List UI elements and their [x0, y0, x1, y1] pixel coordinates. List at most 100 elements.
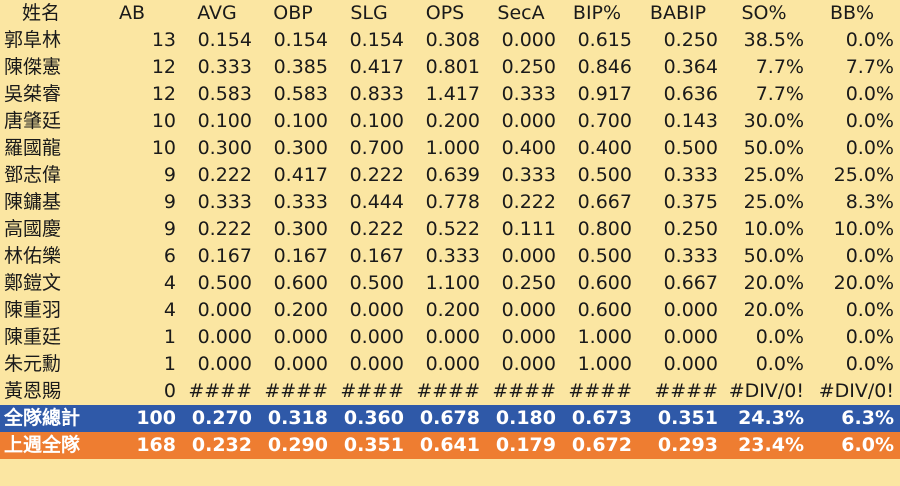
- stat-cell-slg[interactable]: 0.351: [334, 432, 410, 459]
- stat-cell-avg[interactable]: 0.100: [182, 108, 258, 135]
- stat-cell-avg[interactable]: ####: [182, 378, 258, 405]
- column-header-bip-pct[interactable]: BIP%: [562, 0, 638, 27]
- player-name-cell[interactable]: 上週全隊: [0, 432, 88, 459]
- stat-cell-avg[interactable]: 0.583: [182, 81, 258, 108]
- stat-cell-babip[interactable]: 0.250: [638, 216, 724, 243]
- stat-cell-ops[interactable]: 0.678: [410, 405, 486, 432]
- stat-cell-babip[interactable]: 0.000: [638, 351, 724, 378]
- stat-cell-ops[interactable]: 0.000: [410, 324, 486, 351]
- stat-cell-bb-pct[interactable]: 0.0%: [810, 324, 900, 351]
- stat-cell-bb-pct[interactable]: 6.3%: [810, 405, 900, 432]
- stat-cell-slg[interactable]: ####: [334, 378, 410, 405]
- stat-cell-obp[interactable]: 0.100: [258, 108, 334, 135]
- stat-cell-so-pct[interactable]: 50.0%: [724, 135, 810, 162]
- stat-cell-bb-pct[interactable]: 10.0%: [810, 216, 900, 243]
- stat-cell-ab[interactable]: 9: [88, 189, 182, 216]
- stat-cell-so-pct[interactable]: 20.0%: [724, 270, 810, 297]
- stat-cell-bip-pct[interactable]: 0.846: [562, 54, 638, 81]
- stat-cell-so-pct[interactable]: 24.3%: [724, 405, 810, 432]
- stat-cell-slg[interactable]: 0.000: [334, 324, 410, 351]
- stat-cell-avg[interactable]: 0.000: [182, 351, 258, 378]
- stat-cell-avg[interactable]: 0.154: [182, 27, 258, 54]
- stat-cell-avg[interactable]: 0.333: [182, 189, 258, 216]
- player-name-cell[interactable]: 羅國龍: [0, 135, 88, 162]
- stat-cell-bb-pct[interactable]: 7.7%: [810, 54, 900, 81]
- stat-cell-avg[interactable]: 0.222: [182, 216, 258, 243]
- stat-cell-ab[interactable]: 6: [88, 243, 182, 270]
- player-name-cell[interactable]: 黃恩賜: [0, 378, 88, 405]
- stat-cell-ops[interactable]: 0.200: [410, 297, 486, 324]
- stat-cell-avg[interactable]: 0.333: [182, 54, 258, 81]
- stat-cell-slg[interactable]: 0.360: [334, 405, 410, 432]
- stat-cell-seca[interactable]: 0.000: [486, 108, 562, 135]
- stat-cell-ops[interactable]: 0.522: [410, 216, 486, 243]
- stat-cell-avg[interactable]: 0.000: [182, 297, 258, 324]
- player-name-cell[interactable]: 陳重廷: [0, 324, 88, 351]
- player-name-cell[interactable]: 吳桀睿: [0, 81, 88, 108]
- stat-cell-seca[interactable]: 0.000: [486, 324, 562, 351]
- player-name-cell[interactable]: 朱元勳: [0, 351, 88, 378]
- stat-cell-obp[interactable]: 0.583: [258, 81, 334, 108]
- stat-cell-obp[interactable]: 0.154: [258, 27, 334, 54]
- stat-cell-bip-pct[interactable]: 0.673: [562, 405, 638, 432]
- stat-cell-avg[interactable]: 0.000: [182, 324, 258, 351]
- stat-cell-seca[interactable]: ####: [486, 378, 562, 405]
- stat-cell-bip-pct[interactable]: 0.917: [562, 81, 638, 108]
- stat-cell-obp[interactable]: 0.318: [258, 405, 334, 432]
- stat-cell-babip[interactable]: 0.364: [638, 54, 724, 81]
- stat-cell-avg[interactable]: 0.270: [182, 405, 258, 432]
- stat-cell-seca[interactable]: 0.250: [486, 54, 562, 81]
- stat-cell-so-pct[interactable]: 0.0%: [724, 324, 810, 351]
- player-name-cell[interactable]: 鄭鎧文: [0, 270, 88, 297]
- stat-cell-slg[interactable]: 0.833: [334, 81, 410, 108]
- player-name-cell[interactable]: 郭阜林: [0, 27, 88, 54]
- stat-cell-avg[interactable]: 0.222: [182, 162, 258, 189]
- player-name-cell[interactable]: 陳重羽: [0, 297, 88, 324]
- stat-cell-slg[interactable]: 0.167: [334, 243, 410, 270]
- stat-cell-so-pct[interactable]: 30.0%: [724, 108, 810, 135]
- stat-cell-bb-pct[interactable]: 0.0%: [810, 27, 900, 54]
- stat-cell-bb-pct[interactable]: 0.0%: [810, 81, 900, 108]
- stat-cell-babip[interactable]: 0.667: [638, 270, 724, 297]
- stat-cell-ab[interactable]: 4: [88, 270, 182, 297]
- stat-cell-babip[interactable]: 0.375: [638, 189, 724, 216]
- stat-cell-avg[interactable]: 0.500: [182, 270, 258, 297]
- stat-cell-seca[interactable]: 0.000: [486, 27, 562, 54]
- stat-cell-ops[interactable]: 0.778: [410, 189, 486, 216]
- stat-cell-obp[interactable]: ####: [258, 378, 334, 405]
- stat-cell-seca[interactable]: 0.000: [486, 351, 562, 378]
- stat-cell-obp[interactable]: 0.417: [258, 162, 334, 189]
- stat-cell-obp[interactable]: 0.000: [258, 351, 334, 378]
- stat-cell-ab[interactable]: 1: [88, 351, 182, 378]
- column-header-bb-pct[interactable]: BB%: [810, 0, 900, 27]
- stat-cell-ops[interactable]: 0.801: [410, 54, 486, 81]
- stat-cell-ab[interactable]: 100: [88, 405, 182, 432]
- stat-cell-so-pct[interactable]: 25.0%: [724, 189, 810, 216]
- stat-cell-ab[interactable]: 10: [88, 108, 182, 135]
- stat-cell-bip-pct[interactable]: ####: [562, 378, 638, 405]
- column-header-avg[interactable]: AVG: [182, 0, 258, 27]
- stat-cell-babip[interactable]: 0.333: [638, 243, 724, 270]
- stat-cell-seca[interactable]: 0.222: [486, 189, 562, 216]
- player-name-cell[interactable]: 鄧志偉: [0, 162, 88, 189]
- stat-cell-bip-pct[interactable]: 0.400: [562, 135, 638, 162]
- stat-cell-obp[interactable]: 0.300: [258, 135, 334, 162]
- stat-cell-bb-pct[interactable]: 0.0%: [810, 135, 900, 162]
- stat-cell-seca[interactable]: 0.333: [486, 162, 562, 189]
- stat-cell-bip-pct[interactable]: 0.600: [562, 270, 638, 297]
- stat-cell-obp[interactable]: 0.300: [258, 216, 334, 243]
- stat-cell-ab[interactable]: 10: [88, 135, 182, 162]
- stat-cell-babip[interactable]: 0.293: [638, 432, 724, 459]
- stat-cell-bip-pct[interactable]: 0.672: [562, 432, 638, 459]
- stat-cell-bb-pct[interactable]: #DIV/0!: [810, 378, 900, 405]
- stat-cell-babip[interactable]: 0.333: [638, 162, 724, 189]
- stat-cell-ops[interactable]: 1.000: [410, 135, 486, 162]
- stat-cell-ab[interactable]: 168: [88, 432, 182, 459]
- column-header-so-pct[interactable]: SO%: [724, 0, 810, 27]
- stat-cell-slg[interactable]: 0.000: [334, 297, 410, 324]
- stat-cell-bip-pct[interactable]: 0.667: [562, 189, 638, 216]
- stat-cell-obp[interactable]: 0.385: [258, 54, 334, 81]
- stat-cell-so-pct[interactable]: 0.0%: [724, 351, 810, 378]
- stat-cell-slg[interactable]: 0.222: [334, 162, 410, 189]
- stat-cell-obp[interactable]: 0.167: [258, 243, 334, 270]
